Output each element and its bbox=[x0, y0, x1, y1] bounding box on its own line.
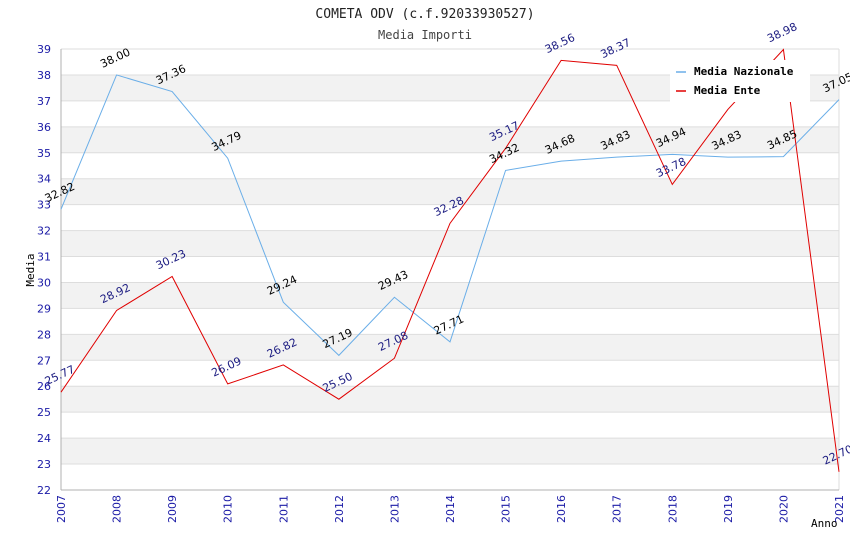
x-axis-label: Anno bbox=[811, 517, 838, 530]
y-tick-label: 24 bbox=[37, 432, 51, 445]
grid-band bbox=[61, 386, 839, 413]
y-tick-labels: 22 23 24 25 26 27 28 29 30 31 32 33 34 35 36 37 38 39 bbox=[37, 43, 51, 497]
x-tick-labels: 2007 2008 2009 2010 2011 2012 2013 2014 2015 2016… bbox=[55, 495, 846, 523]
data-label: 38.37 bbox=[598, 36, 632, 61]
y-tick-label: 31 bbox=[37, 251, 51, 264]
x-tick-label: 2010 bbox=[222, 495, 235, 523]
y-tick-label: 27 bbox=[37, 354, 51, 367]
x-tick-label: 2011 bbox=[277, 495, 290, 523]
y-tick-label: 36 bbox=[37, 121, 51, 134]
y-tick-label: 35 bbox=[37, 147, 51, 160]
y-tick-label: 34 bbox=[37, 173, 51, 186]
x-tick-label: 2020 bbox=[777, 495, 790, 523]
y-tick-label: 25 bbox=[37, 406, 51, 419]
data-label: 33.78 bbox=[654, 155, 688, 180]
grid-band bbox=[61, 282, 839, 309]
x-tick-label: 2019 bbox=[722, 495, 735, 523]
grid-band bbox=[61, 126, 839, 153]
grid-band bbox=[61, 438, 839, 465]
y-tick-label: 22 bbox=[37, 484, 51, 497]
y-tick-label: 29 bbox=[37, 302, 51, 315]
grid-bands bbox=[61, 74, 839, 465]
series-line-0 bbox=[60, 74, 840, 357]
x-tick-label: 2017 bbox=[611, 495, 624, 523]
grid-band bbox=[61, 178, 839, 205]
x-tick-label: 2013 bbox=[388, 495, 401, 523]
x-tick-label: 2014 bbox=[444, 495, 457, 523]
grid-lines bbox=[61, 48, 840, 491]
legend-label-nazionale: Media Nazionale bbox=[694, 65, 794, 78]
legend-box bbox=[670, 60, 810, 102]
y-tick-label: 23 bbox=[37, 458, 51, 471]
x-tick-label: 2015 bbox=[500, 495, 513, 523]
axes bbox=[60, 49, 839, 491]
y-tick-label: 33 bbox=[37, 199, 51, 212]
chart-title: COMETA ODV (c.f.92033930527) bbox=[315, 7, 534, 22]
x-tick-label: 2016 bbox=[555, 495, 568, 523]
y-axis-label: Media bbox=[24, 253, 37, 286]
x-tick-label: 2021 bbox=[833, 495, 846, 523]
x-tick-label: 2009 bbox=[166, 495, 179, 523]
y-tick-label: 28 bbox=[37, 328, 51, 341]
data-label: 38.98 bbox=[765, 20, 799, 45]
x-tick-label: 2018 bbox=[666, 495, 679, 523]
data-label: 38.56 bbox=[543, 31, 577, 56]
x-tick-label: 2007 bbox=[55, 495, 68, 523]
y-tick-label: 32 bbox=[37, 225, 51, 238]
series-lines bbox=[60, 48, 840, 472]
grid-band bbox=[61, 230, 839, 257]
series-line-1 bbox=[60, 48, 840, 472]
y-tick-label: 30 bbox=[37, 276, 51, 289]
data-label: 27.71 bbox=[432, 313, 466, 338]
y-tick-label: 39 bbox=[37, 43, 51, 56]
y-tick-label: 26 bbox=[37, 380, 51, 393]
legend: Media Nazionale Media Ente bbox=[670, 60, 810, 102]
x-tick-label: 2008 bbox=[111, 495, 124, 523]
legend-label-ente: Media Ente bbox=[694, 84, 761, 97]
y-tick-label: 37 bbox=[37, 95, 51, 108]
x-tick-label: 2012 bbox=[333, 495, 346, 523]
chart-subtitle: Media Importi bbox=[378, 28, 472, 42]
grid-band bbox=[61, 334, 839, 361]
y-tick-label: 38 bbox=[37, 69, 51, 82]
